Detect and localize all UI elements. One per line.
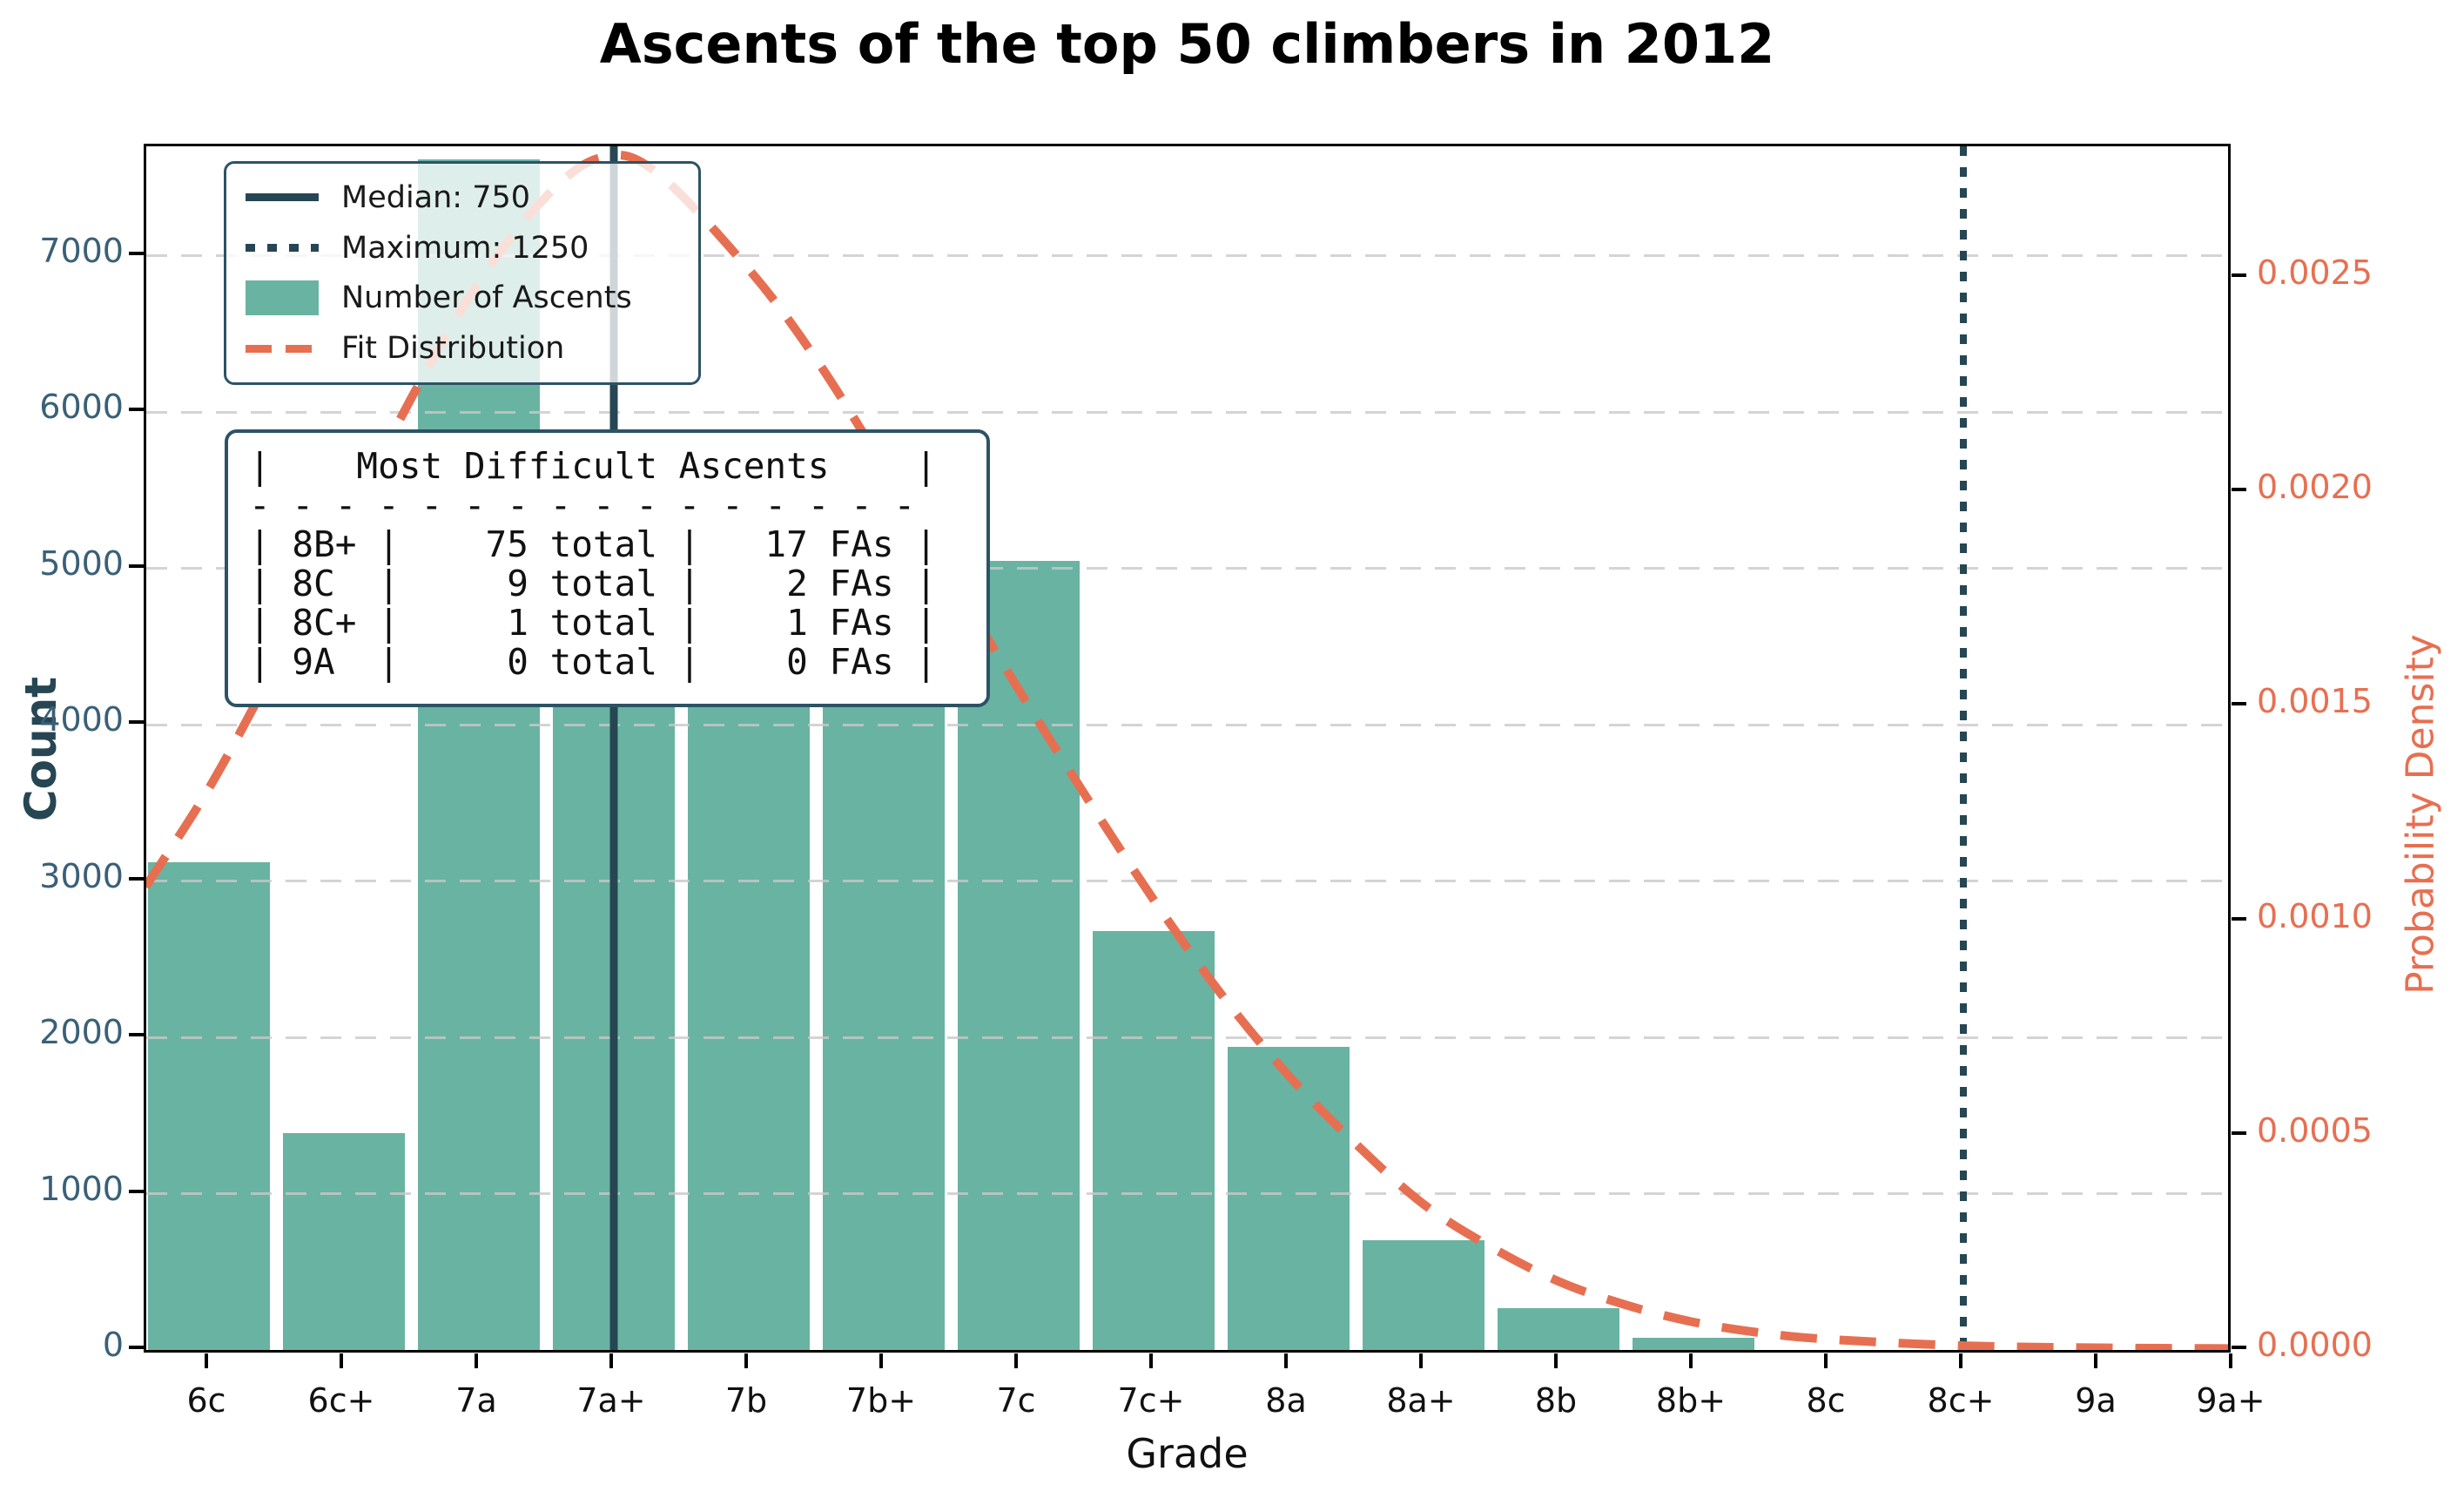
bar-patch-swatch	[246, 280, 319, 316]
x-tick	[205, 1353, 208, 1368]
y-left-tick	[129, 1346, 144, 1349]
x-tick-label: 9a	[2075, 1381, 2117, 1420]
x-tick	[1014, 1353, 1018, 1368]
y-left-tick	[129, 1033, 144, 1037]
bar-6c	[148, 862, 270, 1350]
y-right-tick	[2232, 273, 2246, 277]
y-left-tick	[129, 408, 144, 412]
y-left-tick-label: 1000	[39, 1169, 124, 1208]
x-tick-label: 8b	[1534, 1381, 1578, 1420]
x-tick	[1554, 1353, 1558, 1368]
bar-8a+	[1363, 1240, 1484, 1350]
chart-title: Ascents of the top 50 climbers in 2012	[599, 12, 1775, 76]
legend: Median: 750 Maximum: 1250 Number of Ascent…	[224, 161, 701, 385]
swatch-shape	[246, 344, 319, 353]
y-left-tick-label: 2000	[39, 1013, 124, 1052]
y-left-tick-label: 5000	[39, 543, 124, 583]
y-right-tick	[2232, 916, 2246, 921]
y-left-tick	[129, 251, 144, 255]
x-tick	[609, 1353, 613, 1368]
x-tick-label: 6c	[186, 1381, 226, 1420]
y-right-tick	[2232, 488, 2246, 492]
x-tick-label: 8a+	[1386, 1381, 1456, 1420]
x-tick	[1149, 1353, 1153, 1368]
x-tick	[1689, 1353, 1693, 1368]
x-tick-label: 7b	[724, 1381, 768, 1420]
x-tick	[1284, 1353, 1288, 1368]
x-tick	[475, 1353, 478, 1368]
solid-line-swatch	[246, 193, 319, 202]
legend-item: Median: 750	[246, 180, 679, 215]
gridline-6000	[146, 410, 2228, 414]
bar-7c+	[1093, 931, 1215, 1350]
gridline-5000	[146, 567, 2228, 570]
x-tick	[1959, 1353, 1962, 1368]
y-right-tick-label: 0.0020	[2257, 468, 2373, 507]
gridline-2000	[146, 1036, 2228, 1039]
y-right-tick-label: 0.0000	[2257, 1326, 2373, 1364]
gridline-3000	[146, 880, 2228, 883]
x-tick	[1824, 1353, 1828, 1368]
x-tick-label: 9a+	[2196, 1381, 2265, 1420]
x-tick	[1419, 1353, 1423, 1368]
x-tick-label: 7c+	[1117, 1381, 1185, 1420]
y-right-tick	[2232, 702, 2246, 706]
swatch-shape	[246, 244, 319, 253]
y-axis-left-label: Count	[16, 676, 66, 822]
y-right-tick	[2232, 1130, 2246, 1135]
legend-item-label: Maximum: 1250	[341, 230, 589, 266]
y-left-tick-label: 3000	[39, 856, 124, 895]
y-right-tick-label: 0.0025	[2257, 253, 2373, 292]
x-tick	[744, 1353, 748, 1368]
swatch-shape	[246, 193, 319, 202]
fit-distribution-curve	[146, 151, 2228, 1350]
dashed-line-swatch	[246, 344, 319, 353]
x-axis-label: Grade	[1126, 1430, 1249, 1477]
y-left-tick	[129, 720, 144, 725]
y-left-tick-label: 4000	[39, 700, 124, 739]
legend-item: Maximum: 1250	[246, 231, 679, 266]
y-right-tick-label: 0.0010	[2257, 896, 2373, 935]
y-left-tick	[129, 564, 144, 568]
stats-box: | Most Difficult Ascents | - - - - - - -…	[225, 429, 990, 707]
x-tick	[879, 1353, 883, 1368]
bar-6c+	[283, 1132, 405, 1350]
x-tick-label: 7a+	[576, 1381, 646, 1420]
y-left-tick-label: 7000	[39, 231, 124, 270]
y-right-tick-label: 0.0015	[2257, 682, 2373, 721]
y-left-tick	[129, 1189, 144, 1193]
y-right-tick-label: 0.0005	[2257, 1110, 2373, 1150]
x-tick	[2094, 1353, 2097, 1368]
x-tick	[340, 1353, 343, 1368]
swatch-shape	[246, 280, 319, 316]
x-tick-label: 8a	[1265, 1381, 1307, 1420]
gridline-1000	[146, 1192, 2228, 1196]
legend-item: Fit Distribution	[246, 331, 679, 366]
gridline-7000	[146, 254, 2228, 258]
y-right-tick	[2232, 1346, 2246, 1349]
x-tick-label: 8b+	[1655, 1381, 1727, 1420]
dotted-line-swatch	[246, 244, 319, 253]
x-tick-label: 8c	[1806, 1381, 1846, 1420]
gridline-4000	[146, 723, 2228, 726]
x-tick-label: 7b+	[845, 1381, 917, 1420]
y-left-tick-label: 6000	[39, 388, 124, 427]
bar-8b+	[1633, 1337, 1754, 1350]
legend-item-label: Median: 750	[341, 179, 531, 215]
y-left-tick-label: 0	[102, 1326, 124, 1364]
x-tick-label: 8c+	[1927, 1381, 1995, 1420]
x-tick-label: 7a	[455, 1381, 497, 1420]
legend-item: Number of Ascents	[246, 280, 679, 316]
bar-8b	[1498, 1307, 1619, 1350]
bar-8a	[1228, 1046, 1350, 1350]
y-left-tick	[129, 876, 144, 881]
legend-item-label: Number of Ascents	[341, 280, 632, 316]
x-tick	[2229, 1353, 2232, 1368]
legend-item-label: Fit Distribution	[341, 331, 565, 367]
x-tick-label: 7c	[996, 1381, 1036, 1420]
x-tick-label: 6c+	[307, 1381, 375, 1420]
